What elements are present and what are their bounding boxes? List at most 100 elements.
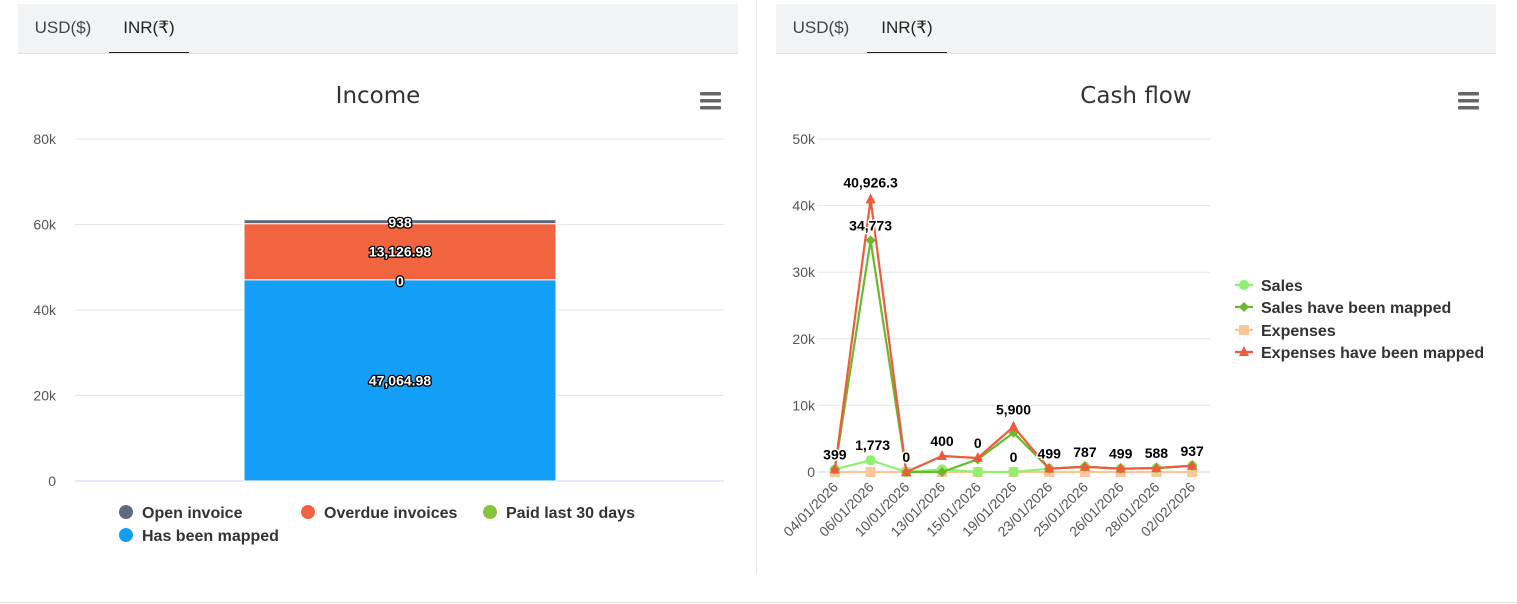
panel-divider <box>756 0 757 574</box>
chart-title: Income <box>336 83 421 109</box>
data-point <box>865 235 876 246</box>
data-point <box>829 463 840 474</box>
data-labels: 47,064.98 0 13,126.98 938 <box>368 213 433 389</box>
income-panel: USD($) INR(₹) Income 0 20k 40k 60k 80k 47,064.… <box>0 0 756 604</box>
y-tick-label: 0 <box>807 464 815 480</box>
legend-item[interactable]: Expenses <box>1235 323 1336 340</box>
legend-label: Open invoice <box>142 505 243 522</box>
data-label: 937 <box>1180 443 1204 459</box>
data-point <box>1079 467 1090 477</box>
data-labels: 399 0 400 0 0 499 787 499 588 937 1,773 34,773 5,900… <box>822 173 1206 467</box>
y-tick-label: 40k <box>792 198 816 214</box>
legend-marker <box>301 505 315 519</box>
data-point <box>1079 460 1090 471</box>
data-label: 400 <box>930 433 954 449</box>
data-label: 13,126.98 <box>369 244 431 260</box>
cashflow-chart: Cash flow 0 10k 20k 30k 40k 50k 04/01/202606/01… <box>780 83 1484 540</box>
data-point <box>1008 467 1019 477</box>
data-point <box>865 455 876 466</box>
chart-title: Cash flow <box>1080 83 1191 109</box>
currency-tabbar: USD($) INR(₹) <box>18 4 738 54</box>
bar-segment <box>243 223 557 281</box>
data-label: 47,064.98 <box>369 372 431 388</box>
bar-segment <box>243 219 557 225</box>
legend-item[interactable]: Open invoice <box>119 505 243 522</box>
legend: Sales Sales have been mapped Expenses Expen… <box>1235 278 1484 362</box>
menu-line <box>1458 106 1479 110</box>
data-label: 938 <box>388 215 412 231</box>
x-axis: 04/01/202606/01/202610/01/202613/01/2026… <box>780 472 1198 540</box>
data-point <box>1151 462 1162 473</box>
data-point <box>972 452 983 463</box>
legend: Open invoice Overdue invoices Paid last 30… <box>119 505 635 545</box>
data-label: 588 <box>1145 445 1169 461</box>
menu-line <box>700 99 721 103</box>
menu-line <box>700 106 721 110</box>
y-axis: 0 20k 40k 60k 80k <box>33 131 724 489</box>
legend-marker <box>1239 280 1249 290</box>
legend-item[interactable]: Sales have been mapped <box>1235 300 1451 317</box>
legend-marker <box>119 528 133 542</box>
cashflow-panel: USD($) INR(₹) Cash flow 0 10k 20k 30k 40k 50k 0… <box>757 0 1517 604</box>
data-label: 399 <box>823 446 847 462</box>
legend-item[interactable]: Paid last 30 days <box>483 505 635 522</box>
legend-label: Paid last 30 days <box>506 505 635 522</box>
menu-line <box>1458 92 1479 96</box>
data-point <box>1008 420 1019 431</box>
menu-line <box>700 92 721 96</box>
data-label: 499 <box>1109 446 1133 462</box>
bar-stack <box>243 219 557 482</box>
data-label: 0 <box>1010 449 1018 465</box>
data-label: 5,900 <box>996 402 1031 418</box>
tab-usd[interactable]: USD($) <box>34 18 92 37</box>
y-tick-label: 10k <box>792 397 816 413</box>
data-label: 0 <box>974 435 982 451</box>
legend-item[interactable]: Sales <box>1235 278 1303 295</box>
data-point <box>972 467 983 477</box>
legend-label: Expenses have been mapped <box>1261 345 1484 362</box>
y-tick-label: 50k <box>792 131 816 147</box>
y-tick-label: 60k <box>33 217 57 233</box>
data-point <box>1187 467 1198 477</box>
data-point <box>1115 462 1126 473</box>
data-point <box>865 193 876 204</box>
data-label: 499 <box>1038 446 1062 462</box>
menu-line <box>1458 99 1479 103</box>
data-label: 0 <box>902 449 910 465</box>
data-point <box>937 450 948 461</box>
legend-marker <box>1239 346 1249 356</box>
y-tick-label: 40k <box>33 302 57 318</box>
y-tick-label: 30k <box>792 264 816 280</box>
legend-marker <box>483 505 497 519</box>
legend-label: Has been mapped <box>142 528 279 545</box>
y-tick-label: 80k <box>33 131 57 147</box>
legend-label: Expenses <box>1261 323 1336 340</box>
legend-label: Sales <box>1261 278 1303 295</box>
legend-item[interactable]: Expenses have been mapped <box>1235 345 1484 362</box>
legend-marker <box>1239 302 1249 312</box>
tab-inr[interactable]: INR(₹) <box>867 4 947 53</box>
y-tick-label: 20k <box>792 331 816 347</box>
data-label: 787 <box>1073 444 1097 460</box>
chart-menu-icon[interactable] <box>1458 92 1479 110</box>
data-label: 1,773 <box>855 437 890 453</box>
data-point <box>1044 462 1055 473</box>
legend-label: Sales have been mapped <box>1261 300 1451 317</box>
legend-label: Overdue invoices <box>324 505 457 522</box>
data-point <box>865 467 876 477</box>
data-label: 40,926.3 <box>843 174 898 190</box>
tab-usd[interactable]: USD($) <box>792 18 850 37</box>
series <box>829 193 1198 476</box>
legend-item[interactable]: Has been mapped <box>119 528 279 545</box>
legend-marker <box>119 505 133 519</box>
bottom-divider <box>0 602 1517 603</box>
y-tick-label: 0 <box>48 473 56 489</box>
income-chart: Income 0 20k 40k 60k 80k 47,064.98 0 13,126.98 93… <box>33 83 724 545</box>
legend-item[interactable]: Overdue invoices <box>301 505 457 522</box>
tab-inr[interactable]: INR(₹) <box>109 4 189 53</box>
chart-menu-icon[interactable] <box>700 92 721 110</box>
y-tick-label: 20k <box>33 388 57 404</box>
data-point <box>901 466 912 476</box>
data-point <box>937 467 948 477</box>
currency-tabbar: USD($) INR(₹) <box>776 4 1496 54</box>
